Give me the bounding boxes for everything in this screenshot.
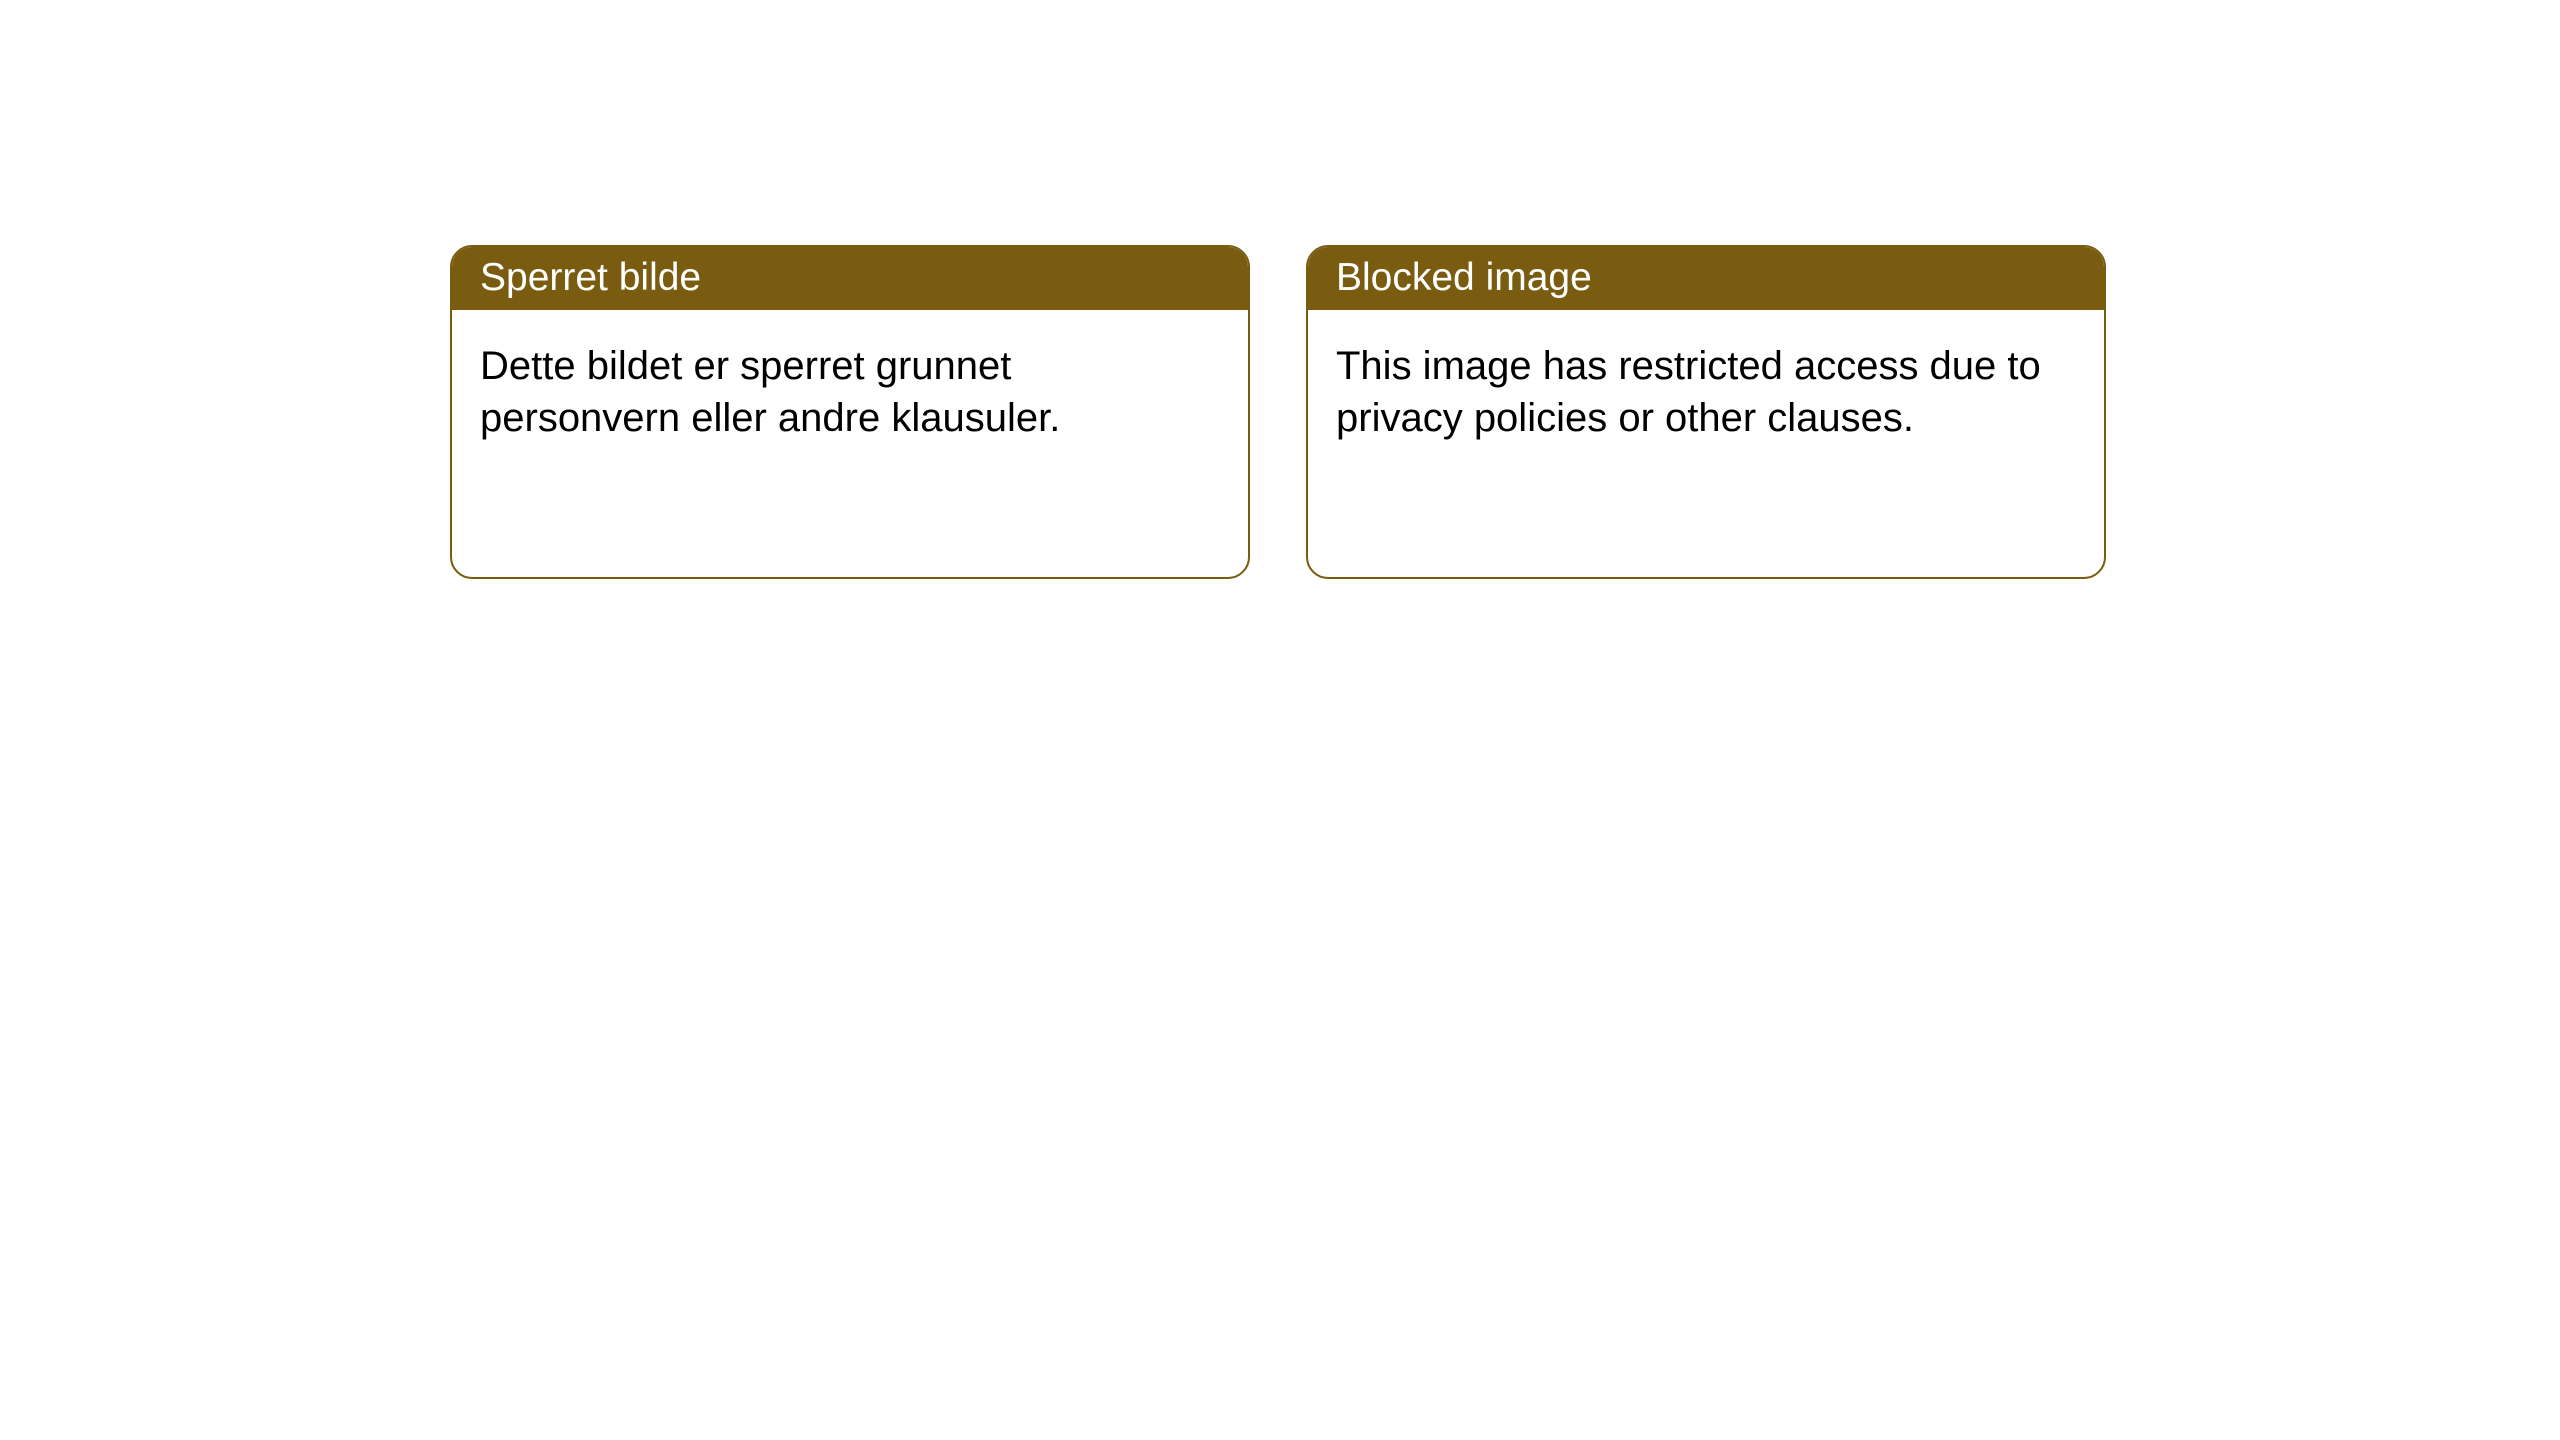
card-body-en: This image has restricted access due to … bbox=[1308, 310, 2104, 474]
card-body-no: Dette bildet er sperret grunnet personve… bbox=[452, 310, 1248, 474]
card-header-no: Sperret bilde bbox=[452, 247, 1248, 310]
card-header-en: Blocked image bbox=[1308, 247, 2104, 310]
blocked-image-card-no: Sperret bilde Dette bildet er sperret gr… bbox=[450, 245, 1250, 579]
notice-cards-container: Sperret bilde Dette bildet er sperret gr… bbox=[450, 245, 2106, 579]
blocked-image-card-en: Blocked image This image has restricted … bbox=[1306, 245, 2106, 579]
